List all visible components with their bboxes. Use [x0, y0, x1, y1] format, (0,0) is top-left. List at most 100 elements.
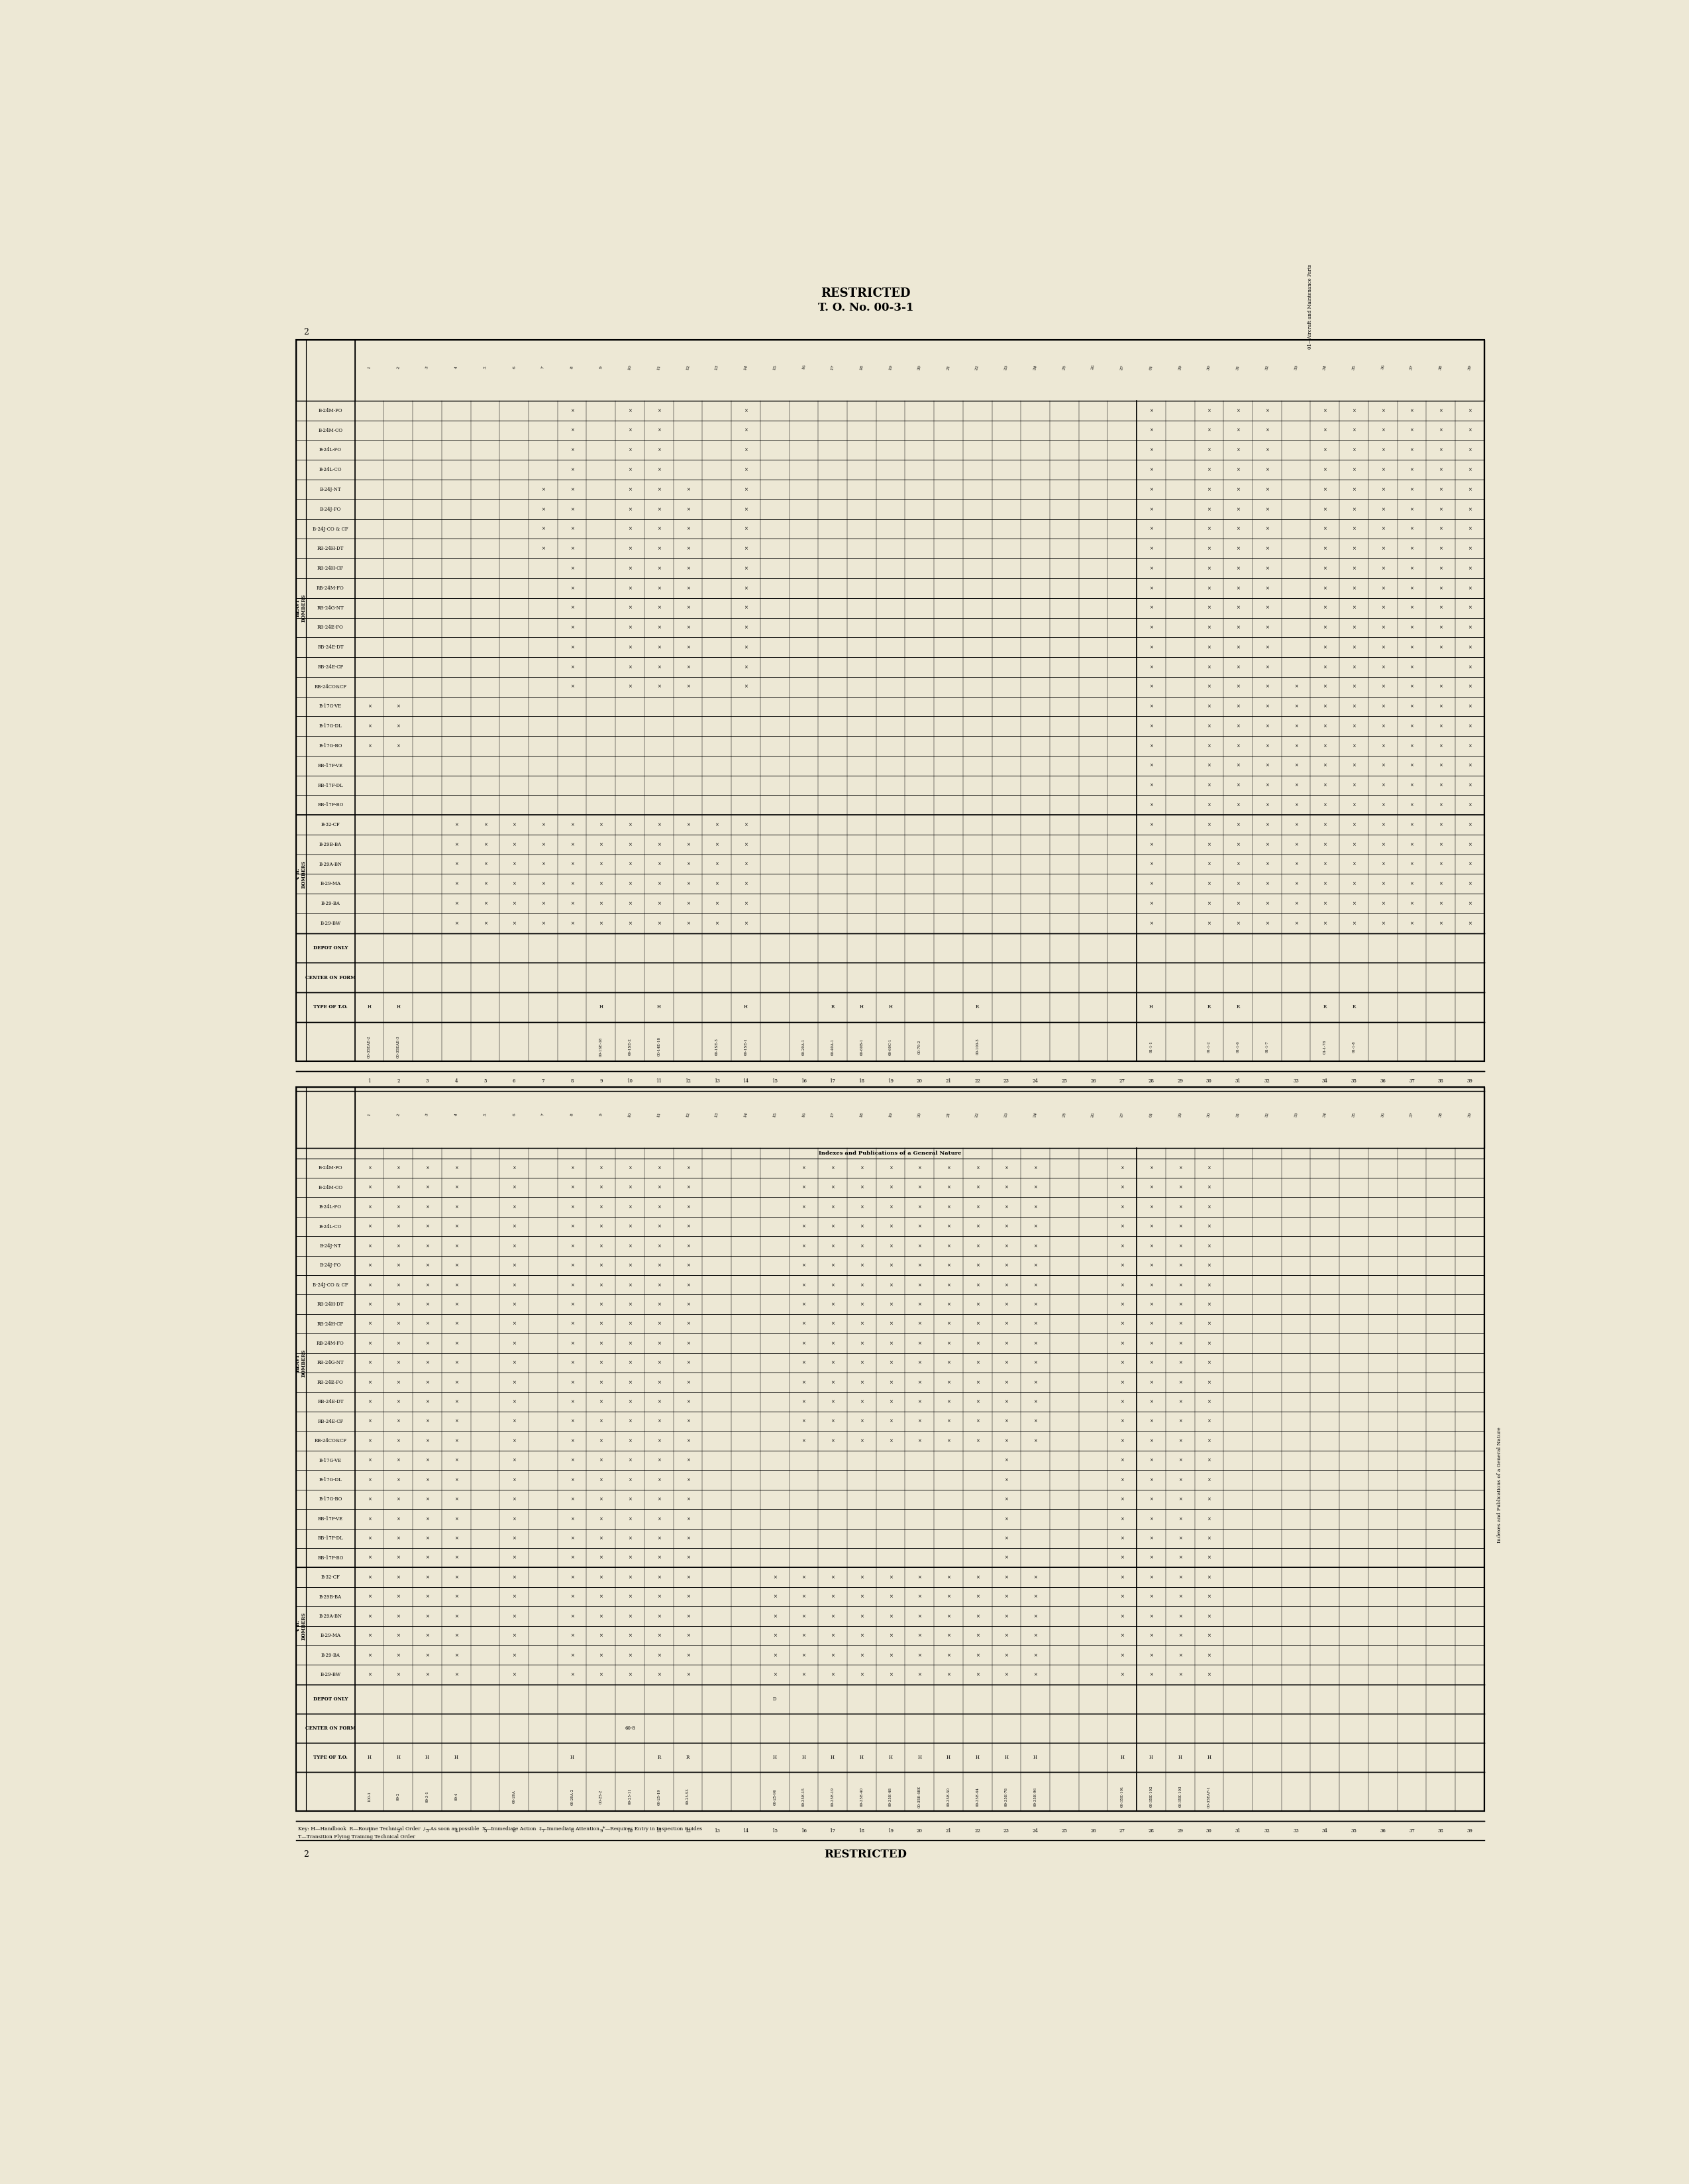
Text: ×: ×	[946, 1400, 951, 1404]
Text: 25: 25	[1061, 1828, 1067, 1832]
Text: ×: ×	[397, 1439, 400, 1444]
Text: ×: ×	[1005, 1302, 1008, 1306]
Text: ×: ×	[512, 1575, 517, 1579]
Text: ×: ×	[1265, 644, 1268, 651]
Text: ×: ×	[368, 723, 372, 729]
Text: ×: ×	[743, 408, 748, 413]
Text: ×: ×	[1382, 605, 1385, 612]
Text: ×: ×	[1179, 1380, 1182, 1385]
Text: ×: ×	[628, 1457, 632, 1463]
Text: ×: ×	[1149, 902, 1154, 906]
Text: RB-24E-FO: RB-24E-FO	[318, 1380, 343, 1385]
Text: ×: ×	[1265, 703, 1268, 710]
Text: ×: ×	[802, 1380, 806, 1385]
Text: ×: ×	[368, 1535, 372, 1542]
Text: ×: ×	[1410, 743, 1414, 749]
Text: 14: 14	[743, 1828, 748, 1832]
Text: ×: ×	[368, 1555, 372, 1559]
Text: ×: ×	[686, 821, 689, 828]
Text: RESTRICTED: RESTRICTED	[821, 288, 910, 299]
Text: 00-25-2: 00-25-2	[600, 1789, 603, 1804]
Text: ×: ×	[1149, 467, 1154, 472]
Text: ×: ×	[946, 1302, 951, 1306]
Text: ×: ×	[1005, 1653, 1008, 1658]
Text: ×: ×	[686, 605, 689, 612]
Text: ×: ×	[686, 1476, 689, 1483]
Text: ×: ×	[917, 1614, 922, 1618]
Text: ×: ×	[512, 1380, 517, 1385]
Text: ×: ×	[454, 1380, 458, 1385]
Text: ×: ×	[512, 1400, 517, 1404]
Text: 00-35E-48E: 00-35E-48E	[917, 1787, 921, 1808]
Text: ×: ×	[1208, 1516, 1211, 1522]
Text: ×: ×	[600, 1223, 603, 1230]
Text: ×: ×	[1149, 566, 1154, 570]
Text: ×: ×	[1120, 1321, 1125, 1326]
Text: ×: ×	[946, 1203, 951, 1210]
Text: 00-1SE-18: 00-1SE-18	[600, 1037, 603, 1057]
Text: ×: ×	[571, 605, 574, 612]
Text: 00-35E-102: 00-35E-102	[1150, 1787, 1154, 1808]
Text: ×: ×	[571, 1361, 574, 1365]
Text: ×: ×	[1265, 428, 1268, 432]
Text: ×: ×	[368, 1203, 372, 1210]
Text: ×: ×	[1208, 1282, 1211, 1289]
Text: ×: ×	[1179, 1341, 1182, 1345]
Text: ×: ×	[1382, 743, 1385, 749]
Text: 35: 35	[1351, 1112, 1356, 1118]
Text: ×: ×	[831, 1223, 834, 1230]
Text: ×: ×	[1120, 1634, 1125, 1638]
Text: ×: ×	[1149, 860, 1154, 867]
Text: 29: 29	[1177, 365, 1182, 369]
Text: ×: ×	[1005, 1439, 1008, 1444]
Text: ×: ×	[917, 1203, 922, 1210]
Text: ×: ×	[1149, 684, 1154, 690]
Text: 30: 30	[1208, 1112, 1211, 1118]
Text: ×: ×	[571, 1594, 574, 1599]
Text: 00-1SE-2: 00-1SE-2	[628, 1037, 632, 1055]
Text: ×: ×	[686, 1594, 689, 1599]
Text: ×: ×	[571, 1223, 574, 1230]
Text: ×: ×	[1149, 1476, 1154, 1483]
Text: ×: ×	[628, 526, 632, 531]
Text: ×: ×	[976, 1380, 980, 1385]
Text: ×: ×	[1382, 902, 1385, 906]
Text: ×: ×	[1294, 762, 1297, 769]
Text: ×: ×	[1382, 467, 1385, 472]
Text: 01-1-7: 01-1-7	[1265, 1042, 1268, 1053]
Text: B-29-BA: B-29-BA	[321, 1653, 339, 1658]
Text: ×: ×	[397, 1321, 400, 1326]
Text: ×: ×	[454, 1653, 458, 1658]
Text: ×: ×	[686, 1400, 689, 1404]
Text: ×: ×	[426, 1262, 429, 1269]
Text: ×: ×	[1120, 1341, 1125, 1345]
Text: ×: ×	[628, 546, 632, 550]
Text: 1: 1	[368, 1112, 372, 1116]
Text: ×: ×	[1439, 526, 1442, 531]
Text: B-24J-FO: B-24J-FO	[319, 1262, 341, 1269]
Text: ×: ×	[454, 1634, 458, 1638]
Text: ×: ×	[1236, 625, 1240, 631]
Text: ×: ×	[802, 1282, 806, 1289]
Text: 35: 35	[1351, 1079, 1356, 1083]
Text: ×: ×	[1149, 1400, 1154, 1404]
Text: 25: 25	[1062, 365, 1066, 369]
Text: ×: ×	[1236, 723, 1240, 729]
Text: Key: H—Handbook  R—Routine Technical Order  /—As soon as possible  X—Immediate A: Key: H—Handbook R—Routine Technical Orde…	[299, 1826, 703, 1832]
Text: ×: ×	[1322, 922, 1328, 926]
Text: ×: ×	[1208, 1203, 1211, 1210]
Text: ×: ×	[888, 1321, 892, 1326]
Text: ×: ×	[774, 1653, 777, 1658]
Text: ×: ×	[397, 1594, 400, 1599]
Text: ×: ×	[657, 526, 660, 531]
Text: ×: ×	[860, 1634, 863, 1638]
Text: ×: ×	[571, 860, 574, 867]
Text: ×: ×	[1236, 507, 1240, 511]
Text: ×: ×	[657, 1516, 660, 1522]
Text: ×: ×	[743, 902, 748, 906]
Text: ×: ×	[454, 1673, 458, 1677]
Text: ×: ×	[512, 1673, 517, 1677]
Text: ×: ×	[1265, 566, 1268, 570]
Text: 19: 19	[888, 1828, 893, 1832]
Text: ×: ×	[454, 1203, 458, 1210]
